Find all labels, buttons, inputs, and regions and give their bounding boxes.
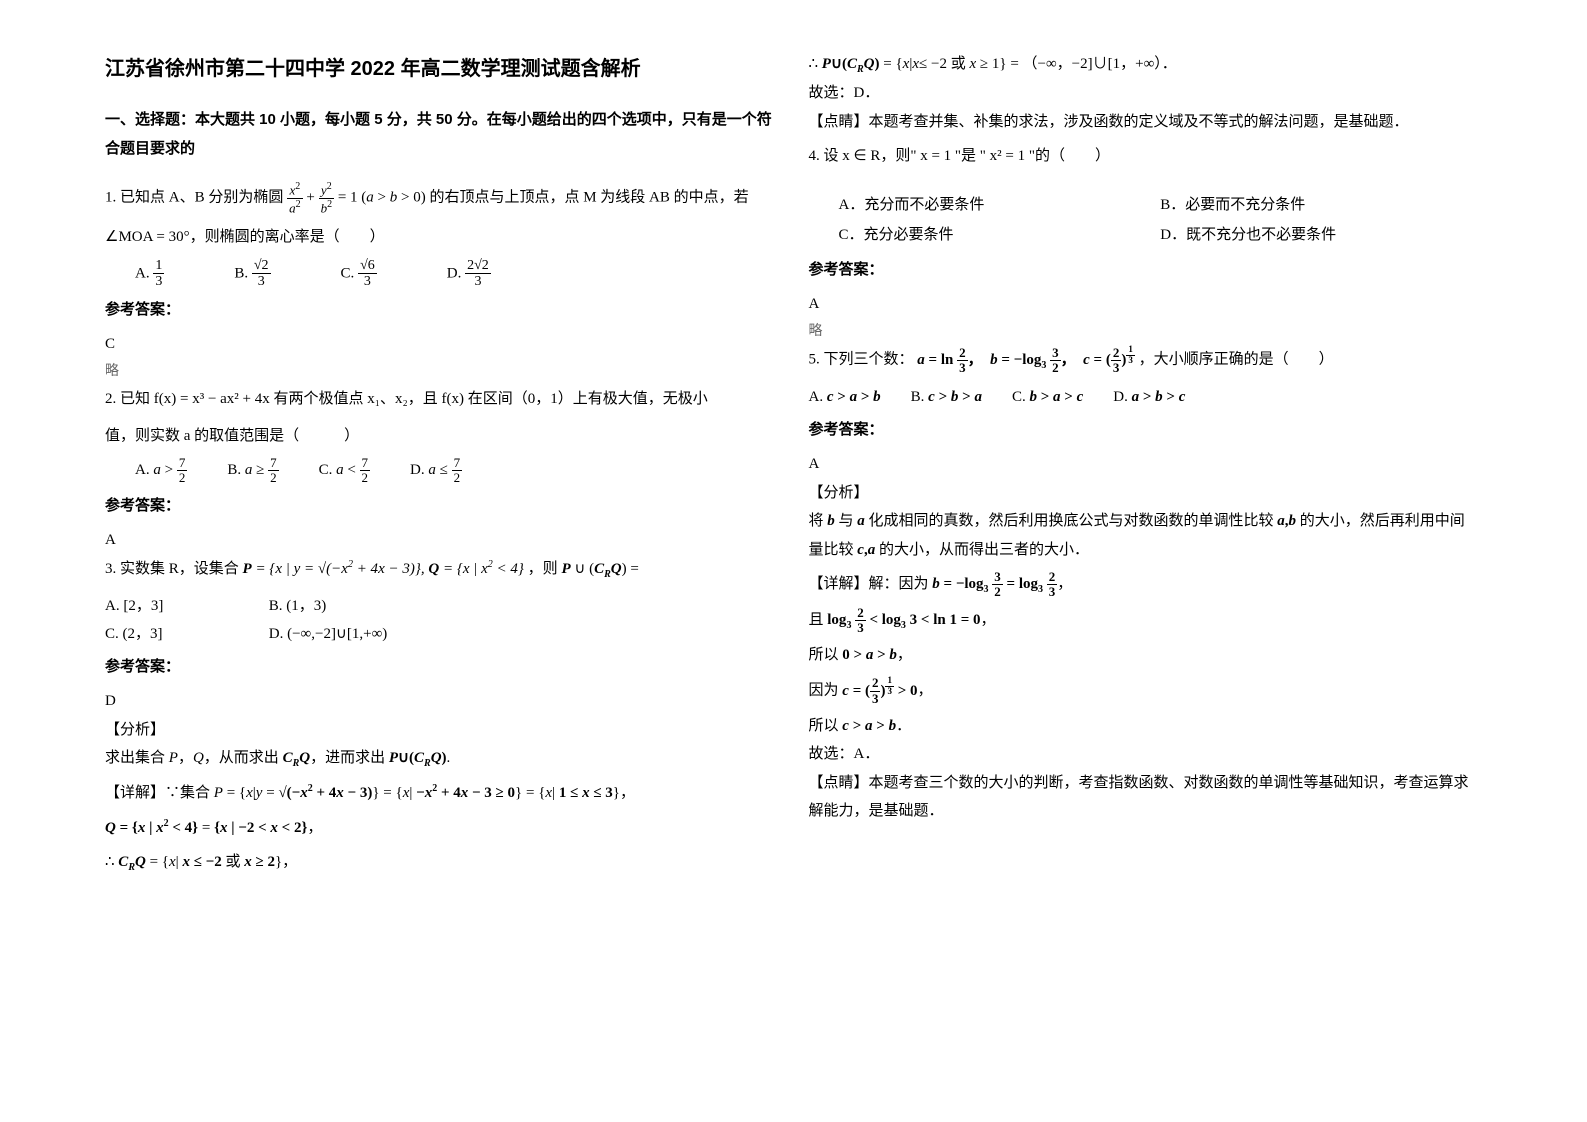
question-3: 3. 实数集 R，设集合 P = {x | y = √(−x2 + 4x − 3… (105, 555, 779, 584)
q5-stem-suffix: ，大小顺序正确的是（ ） (1139, 352, 1334, 368)
q3-stem-suffix: ，则 P ∪ (CRQ) = (528, 561, 639, 577)
q2-stem-2: 值，则实数 a 的取值范围是（ ） (105, 422, 779, 451)
q1-options: A. 13 B. √23 C. √63 D. 2√23 (135, 258, 779, 290)
q3-answer-label: 参考答案： (105, 653, 779, 682)
q5-stem-prefix: 5. 下列三个数： (809, 352, 914, 368)
q5-opt-c: C. b > a > c (1012, 383, 1083, 412)
left-column: 江苏省徐州市第二十四中学 2022 年高二数学理测试题含解析 一、选择题：本大题… (90, 50, 794, 1072)
q1-stem-prefix: 1. 已知点 A、B 分别为椭圆 (105, 190, 283, 206)
q5-d2: 且 log3 23 < log3 3 < ln 1 = 0， (809, 606, 1483, 636)
q3-options: A. [2，3] B. (1，3) (105, 592, 779, 621)
q5-d3: 所以 0 > a > b， (809, 641, 1483, 670)
q1-opt-c: C. √63 (341, 258, 377, 290)
q1-opt-a: A. 13 (135, 258, 164, 290)
q4-skip: 略 (809, 319, 1483, 346)
q1-opt-d: D. 2√23 (447, 258, 491, 290)
q5-opt-a: A. c > a > b (809, 383, 881, 412)
q3-detail-1: 【详解】∵集合 P = {x|y = √(−x2 + 4x − 3)} = {x… (105, 779, 779, 808)
q3-opt-c: C. (2，3] (105, 620, 265, 649)
q4-answer: A (809, 290, 1483, 319)
q3-opt-d: D. (−∞,−2]∪[1,+∞) (269, 626, 388, 642)
q5-d5: 所以 c > a > b． (809, 712, 1483, 741)
q4-opt-b: B．必要而不充分条件 (1160, 191, 1482, 220)
q3-analysis: 求出集合 P，Q，从而求出 CRQ，进而求出 P∪(CRQ). (105, 744, 779, 773)
q3-detail-2: Q = {x | x2 < 4} = {x | −2 < x < 2}， (105, 814, 779, 843)
q3-options-2: C. (2，3] D. (−∞,−2]∪[1,+∞) (105, 620, 779, 649)
question-2: 2. 已知 f(x) = x³ − ax² + 4x 有两个极值点 x₁、x₂，… (105, 385, 779, 414)
q4-opt-a: A．充分而不必要条件 (839, 191, 1161, 220)
q3-answer: D (105, 687, 779, 716)
q5-formula: a = ln 23， b = −log3 32， c = (23)13 (917, 352, 1135, 368)
q1-stem-line2: ∠MOA = 30°，则椭圆的离心率是（ ） (105, 223, 779, 252)
q3-analysis-label: 【分析】 (105, 716, 779, 745)
q5-opt-d: D. a > b > c (1113, 383, 1185, 412)
q1-skip: 略 (105, 359, 779, 386)
q5-answer-label: 参考答案： (809, 416, 1483, 445)
q2-opt-c: C. a < 72 (319, 456, 370, 486)
q1-stem-suffix: 的右顶点与上顶点，点 M 为线段 AB 的中点，若 (429, 190, 748, 206)
q2-answer-label: 参考答案： (105, 492, 779, 521)
q3-conclude: 故选：D． (809, 79, 1483, 108)
q2-opt-a: A. a > 72 (135, 456, 187, 486)
q3-detail-4: ∴ P∪(CRQ) = {x|x≤ −2 或 x ≥ 1} = （−∞，−2]∪… (809, 50, 1483, 79)
q2-opt-b: B. a ≥ 72 (227, 456, 278, 486)
q5-conclude: 故选：A． (809, 740, 1483, 769)
q2-opt-d: D. a ≤ 72 (410, 456, 462, 486)
right-column: ∴ P∪(CRQ) = {x|x≤ −2 或 x ≥ 1} = （−∞，−2]∪… (794, 50, 1498, 1072)
q5-options: A. c > a > b B. c > b > a C. b > a > c D… (809, 383, 1483, 412)
page-title: 江苏省徐州市第二十四中学 2022 年高二数学理测试题含解析 (105, 50, 779, 88)
q2-options: A. a > 72 B. a ≥ 72 C. a < 72 D. a ≤ 72 (135, 456, 779, 486)
q5-analysis-1: 将 b 与 a 化成相同的真数，然后利用换底公式与对数函数的单调性比较 a,b … (809, 507, 1483, 536)
q5-d1: 【详解】解：因为 b = −log3 32 = log3 23， (809, 570, 1483, 600)
ellipse-frac: x2a2 (287, 181, 303, 215)
section-intro: 一、选择题：本大题共 10 小题，每小题 5 分，共 50 分。在每小题给出的四… (105, 106, 779, 163)
question-4: 4. 设 x ∈ R，则" x = 1 "是 " x² = 1 "的（ ） (809, 142, 1483, 171)
q3-formula: P = {x | y = √(−x2 + 4x − 3)}, Q = {x | … (243, 561, 524, 577)
q4-opt-d: D．既不充分也不必要条件 (1160, 221, 1482, 250)
q1-answer: C (105, 330, 779, 359)
q3-opt-a: A. [2，3] (105, 592, 265, 621)
q3-point: 【点睛】本题考查并集、补集的求法，涉及函数的定义域及不等式的解法问题，是基础题． (809, 108, 1483, 137)
q5-answer: A (809, 450, 1483, 479)
q1-answer-label: 参考答案： (105, 296, 779, 325)
q1-opt-b: B. √23 (234, 258, 270, 290)
q4-opt-c: C．充分必要条件 (839, 221, 1161, 250)
q4-answer-label: 参考答案： (809, 256, 1483, 285)
q4-options: A．充分而不必要条件 B．必要而不充分条件 C．充分必要条件 D．既不充分也不必… (839, 191, 1483, 250)
q3-detail-3: ∴ CRQ = {x| x ≤ −2 或 x ≥ 2}， (105, 848, 779, 877)
q2-answer: A (105, 526, 779, 555)
q5-analysis-2: 量比较 c,a 的大小，从而得出三者的大小． (809, 536, 1483, 565)
q3-stem-prefix: 3. 实数集 R，设集合 (105, 561, 239, 577)
q5-analysis-label: 【分析】 (809, 479, 1483, 508)
q5-opt-b: B. c > b > a (911, 383, 982, 412)
q3-opt-b: B. (1，3) (269, 598, 327, 614)
question-5: 5. 下列三个数： a = ln 23， b = −log3 32， c = (… (809, 345, 1483, 375)
q5-d4: 因为 c = (23)13 > 0， (809, 676, 1483, 706)
q5-point: 【点睛】本题考查三个数的大小的判断，考查指数函数、对数函数的单调性等基础知识，考… (809, 769, 1483, 826)
question-1: 1. 已知点 A、B 分别为椭圆 x2a2 + y2b2 = 1 (a > b … (105, 181, 779, 215)
